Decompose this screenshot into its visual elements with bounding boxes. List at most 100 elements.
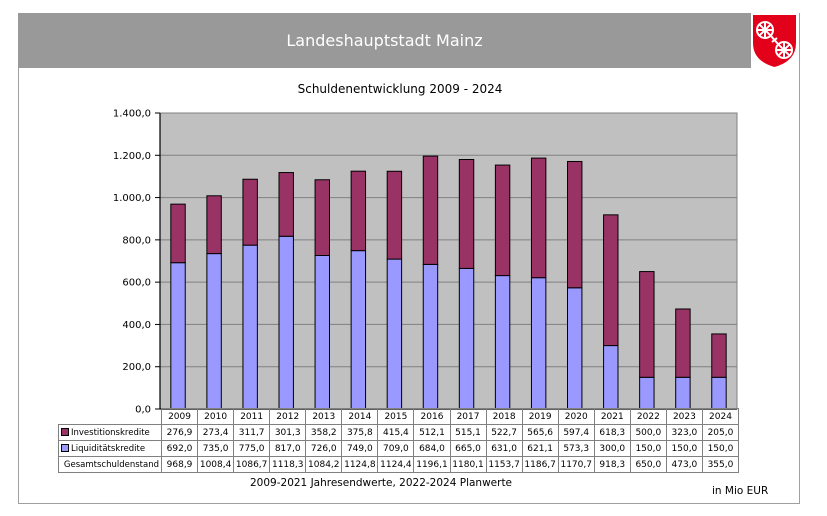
table-cell: 1086,7 — [233, 456, 271, 473]
table-cell: 565,6 — [521, 424, 559, 441]
table-cell: 150,0 — [701, 440, 740, 457]
y-tick-label: 0,0 — [135, 405, 151, 416]
bar-investitionskredite — [242, 178, 258, 246]
table-cell: 205,0 — [701, 424, 740, 441]
bar-investitionskredite — [170, 203, 186, 264]
bar-liquiditaetskredite — [675, 376, 691, 410]
table-cell: 355,0 — [701, 456, 740, 473]
legend-liquiditaetskredite: Liquiditätskredite — [58, 440, 162, 457]
table-cell: 1153,7 — [485, 456, 523, 473]
row-label: Investitionskredite — [71, 427, 150, 438]
table-cell: 276,9 — [160, 424, 199, 441]
y-tick-label: 400,0 — [122, 320, 151, 331]
bar-liquiditaetskredite — [170, 262, 186, 410]
bar-investitionskredite — [422, 155, 439, 265]
row-label: Gesamtschuldenstand — [63, 459, 159, 470]
table-cell: 631,0 — [485, 440, 523, 457]
table-cell: 2021 — [593, 408, 631, 425]
bar-investitionskredite — [530, 157, 547, 279]
bar-investitionskredite — [350, 170, 367, 252]
table-cell: 2011 — [233, 408, 271, 425]
table-cell: 150,0 — [665, 440, 703, 457]
table-cell: 749,0 — [341, 440, 379, 457]
table-cell: 2019 — [521, 408, 559, 425]
data-table: 2009 2010 2011 2012 2013 2014 2015 2016 2017 2018… — [58, 408, 740, 473]
footnote: 2009-2021 Jahresendwerte, 2022-2024 Plan… — [250, 477, 513, 489]
chart-title: Schuldenentwicklung 2009 - 2024 — [297, 82, 503, 96]
table-row: Gesamtschuldenstand 968,9 1008,4 1086,7 1118… — [58, 456, 740, 473]
table-cell: 1008,4 — [197, 456, 235, 473]
table-row: Liquiditätskredite 692,0 735,0 775,0 817,0 72… — [58, 440, 740, 457]
table-cell: 2022 — [629, 408, 667, 425]
bar-liquiditaetskredite — [458, 267, 475, 410]
table-cell: 817,0 — [269, 440, 307, 457]
table-cell: 1180,1 — [449, 456, 487, 473]
table-cell: 709,0 — [377, 440, 415, 457]
table-cell: 618,3 — [593, 424, 631, 441]
page-header: Landeshauptstadt Mainz — [18, 13, 751, 68]
table-cell: 2020 — [557, 408, 595, 425]
bar-investitionskredite — [711, 333, 727, 378]
bar-investitionskredite — [639, 271, 655, 378]
bar-liquiditaetskredite — [242, 244, 258, 410]
bar-investitionskredite — [206, 195, 222, 255]
bar-liquiditaetskredite — [206, 253, 222, 410]
bar-liquiditaetskredite — [422, 263, 439, 410]
table-cell: 1084,2 — [305, 456, 343, 473]
table-cell: 2014 — [341, 408, 379, 425]
table-cell: 2015 — [377, 408, 415, 425]
table-cell: 775,0 — [233, 440, 271, 457]
table-cell: 1170,7 — [557, 456, 595, 473]
table-cell: 415,4 — [377, 424, 415, 441]
y-tick-label: 1.200,0 — [113, 151, 151, 162]
row-label: Liquiditätskredite — [71, 443, 146, 454]
table-cell: 597,4 — [557, 424, 595, 441]
table-cell: 512,1 — [413, 424, 451, 441]
bar-liquiditaetskredite — [603, 345, 619, 410]
table-cell: 684,0 — [413, 440, 451, 457]
table-cell: 2017 — [449, 408, 487, 425]
unit-label: in Mio EUR — [712, 485, 769, 497]
bar-liquiditaetskredite — [350, 250, 367, 410]
bar-liquiditaetskredite — [494, 275, 511, 410]
table-cell: 150,0 — [629, 440, 667, 457]
table-cell: 621,1 — [521, 440, 559, 457]
table-cell: 311,7 — [233, 424, 271, 441]
table-row: Investitionskredite 276,9 273,4 311,7 301,3 3… — [58, 424, 740, 441]
legend-gesamtschuldenstand: Gesamtschuldenstand — [58, 456, 162, 473]
table-cell: 735,0 — [197, 440, 235, 457]
bar-liquiditaetskredite — [711, 376, 727, 410]
bar-investitionskredite — [314, 179, 330, 257]
table-cell: 2023 — [665, 408, 703, 425]
table-cell: 2018 — [485, 408, 523, 425]
table-cell: 515,1 — [449, 424, 487, 441]
table-cell: 358,2 — [305, 424, 343, 441]
bar-investitionskredite — [458, 158, 475, 269]
bar-investitionskredite — [494, 164, 511, 277]
bar-investitionskredite — [278, 172, 294, 237]
header-title: Landeshauptstadt Mainz — [286, 31, 483, 50]
bar-investitionskredite — [386, 170, 403, 260]
table-cell: 1186,7 — [521, 456, 559, 473]
bar-liquiditaetskredite — [314, 255, 330, 410]
bar-liquiditaetskredite — [530, 277, 547, 410]
y-tick-label: 600,0 — [122, 278, 151, 289]
table-cell: 650,0 — [629, 456, 667, 473]
bar-investitionskredite — [603, 214, 619, 347]
y-tick-label: 200,0 — [122, 362, 151, 373]
table-cell: 1124,8 — [341, 456, 379, 473]
bar-liquiditaetskredite — [639, 376, 655, 410]
bar-liquiditaetskredite — [386, 258, 403, 410]
bar-investitionskredite — [567, 160, 583, 289]
table-cell: 2024 — [701, 408, 740, 425]
table-cell: 2009 — [160, 408, 199, 425]
table-cell: 665,0 — [449, 440, 487, 457]
table-cell: 692,0 — [160, 440, 199, 457]
mainz-wheel-coat-of-arms-icon — [753, 15, 796, 67]
table-cell: 2016 — [413, 408, 451, 425]
table-cell: 500,0 — [629, 424, 667, 441]
table-cell: 2010 — [197, 408, 235, 425]
table-cell: 968,9 — [160, 456, 199, 473]
table-cell: 375,8 — [341, 424, 379, 441]
